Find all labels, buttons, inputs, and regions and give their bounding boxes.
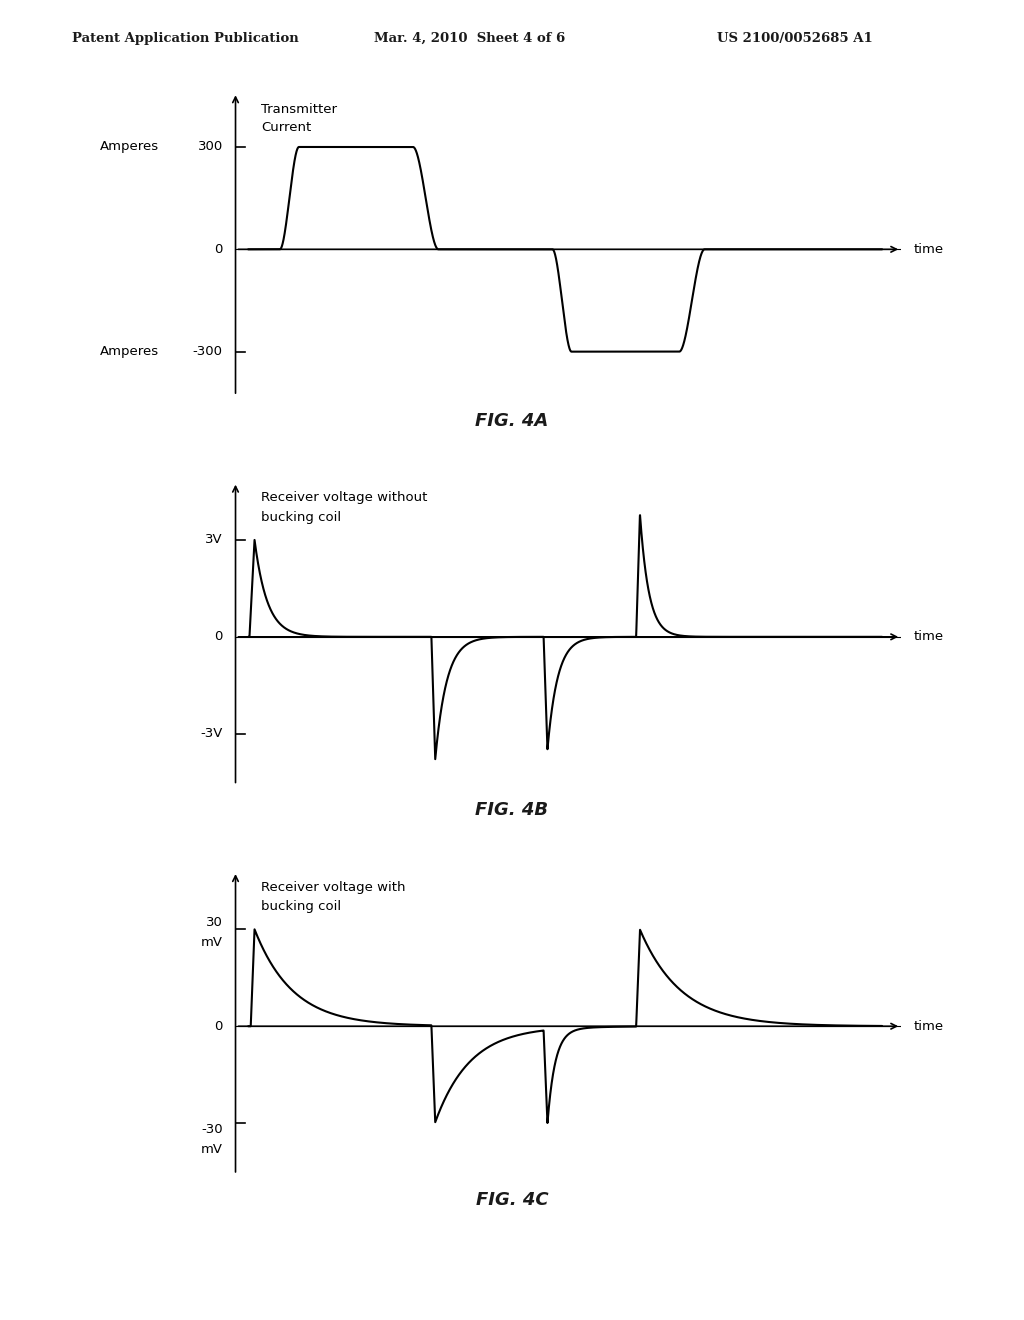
- Text: -300: -300: [193, 345, 223, 358]
- Text: Patent Application Publication: Patent Application Publication: [72, 32, 298, 45]
- Text: Amperes: Amperes: [100, 345, 160, 358]
- Text: FIG. 4A: FIG. 4A: [475, 412, 549, 430]
- Text: FIG. 4C: FIG. 4C: [476, 1191, 548, 1209]
- Text: Receiver voltage without: Receiver voltage without: [261, 491, 427, 504]
- Text: FIG. 4B: FIG. 4B: [475, 801, 549, 820]
- Text: -3V: -3V: [201, 727, 223, 741]
- Text: time: time: [913, 243, 944, 256]
- Text: 3V: 3V: [205, 533, 223, 546]
- Text: 30: 30: [206, 916, 223, 929]
- Text: mV: mV: [201, 1143, 223, 1155]
- Text: 0: 0: [214, 1020, 223, 1032]
- Text: Receiver voltage with: Receiver voltage with: [261, 880, 406, 894]
- Text: time: time: [913, 1020, 944, 1032]
- Text: Amperes: Amperes: [100, 140, 160, 153]
- Text: -30: -30: [202, 1123, 223, 1137]
- Text: bucking coil: bucking coil: [261, 900, 341, 913]
- Text: bucking coil: bucking coil: [261, 511, 341, 524]
- Text: mV: mV: [201, 936, 223, 949]
- Text: Mar. 4, 2010  Sheet 4 of 6: Mar. 4, 2010 Sheet 4 of 6: [374, 32, 565, 45]
- Text: US 2100/0052685 A1: US 2100/0052685 A1: [717, 32, 872, 45]
- Text: 300: 300: [198, 140, 223, 153]
- Text: time: time: [913, 631, 944, 643]
- Text: Current: Current: [261, 121, 311, 135]
- Text: 0: 0: [214, 631, 223, 643]
- Text: Transmitter: Transmitter: [261, 103, 337, 116]
- Text: 0: 0: [214, 243, 223, 256]
